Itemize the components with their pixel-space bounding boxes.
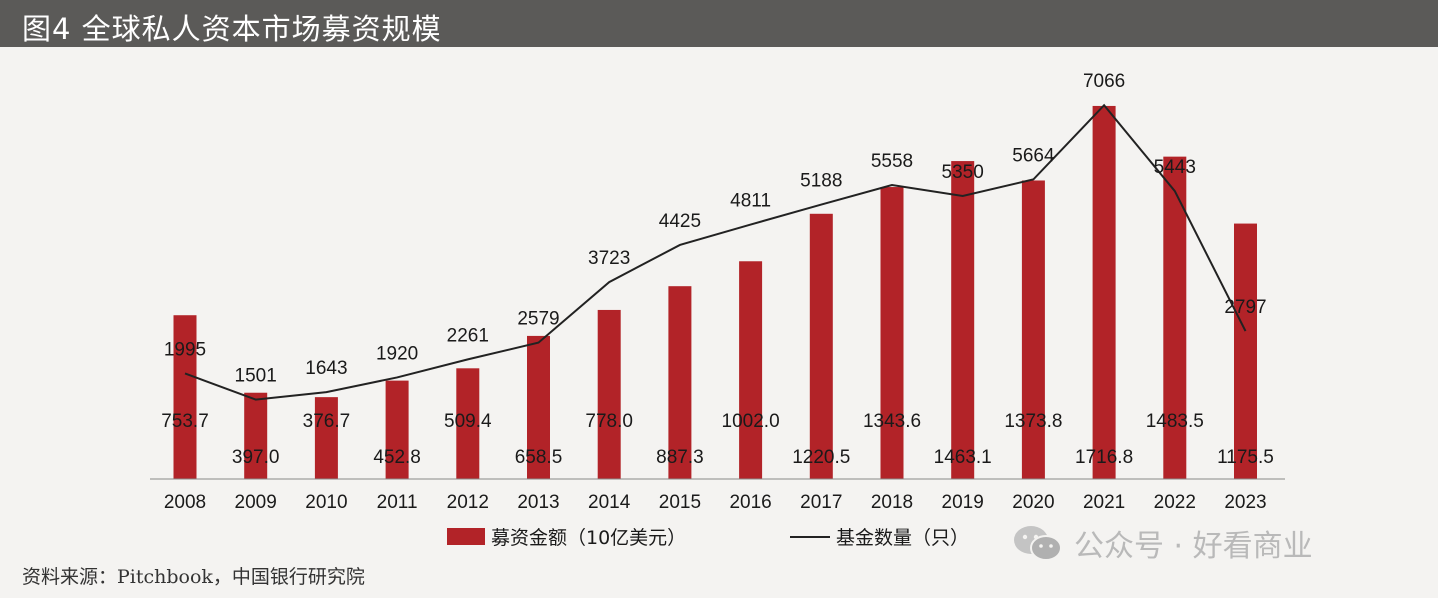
line-label-2013: 2579 xyxy=(517,309,559,330)
bar-label-2009: 397.0 xyxy=(232,447,280,468)
x-tick-2014: 2014 xyxy=(588,492,631,513)
legend-bar-label: 募资金额（10亿美元） xyxy=(491,527,686,549)
line-label-2021: 7066 xyxy=(1083,71,1125,92)
chart-title: 图4 全球私人资本市场募资规模 xyxy=(22,12,442,46)
wechat-icon xyxy=(1014,526,1062,561)
line-label-2015: 4425 xyxy=(659,211,701,232)
bar-label-2014: 778.0 xyxy=(585,411,633,432)
bar-label-2015: 887.3 xyxy=(656,447,704,468)
bar-2015 xyxy=(668,286,692,479)
x-tick-2016: 2016 xyxy=(729,492,771,513)
legend-bar-swatch xyxy=(447,528,485,545)
line-label-2017: 5188 xyxy=(800,171,842,192)
watermark-text: 公众号 · 好看商业 xyxy=(1074,529,1313,564)
x-tick-2008: 2008 xyxy=(164,492,206,513)
bar-2016 xyxy=(739,261,763,479)
bar-2013 xyxy=(527,335,550,479)
line-label-2016: 4811 xyxy=(730,191,771,212)
line-label-2023: 2797 xyxy=(1224,297,1266,318)
bar-2008 xyxy=(173,315,197,479)
line-label-2018: 5558 xyxy=(871,151,913,172)
bar-label-2018: 1343.6 xyxy=(863,411,921,432)
bar-2012 xyxy=(456,368,480,479)
chart: 1995 1501 1643 1920 2261 2579 3723 4425 4811 5188… xyxy=(150,71,1285,549)
line-label-2011: 1920 xyxy=(376,343,418,364)
bar-label-2011: 452.8 xyxy=(373,447,421,468)
bar-2020 xyxy=(1021,180,1045,479)
bar-2011 xyxy=(385,380,409,479)
line-label-2014: 3723 xyxy=(588,248,630,269)
x-tick-2013: 2013 xyxy=(517,492,559,513)
line-label-2019: 5350 xyxy=(942,162,984,183)
x-tick-2019: 2019 xyxy=(942,492,984,513)
x-tick-2009: 2009 xyxy=(235,492,277,513)
x-tick-2021: 2021 xyxy=(1083,492,1125,513)
bar-label-2019: 1463.1 xyxy=(934,447,992,468)
x-tick-2020: 2020 xyxy=(1012,492,1054,513)
bar-label-2008: 753.7 xyxy=(161,411,209,432)
x-tick-2012: 2012 xyxy=(447,492,489,513)
line-label-2022: 5443 xyxy=(1154,157,1196,178)
title-bar: 图4 全球私人资本市场募资规模 xyxy=(0,0,1438,47)
x-tick-2017: 2017 xyxy=(800,492,842,513)
bar-2022 xyxy=(1163,156,1187,479)
bar-2010 xyxy=(314,397,338,479)
x-tick-2010: 2010 xyxy=(305,492,347,513)
x-tick-2011: 2011 xyxy=(377,492,418,513)
bar-label-2021: 1716.8 xyxy=(1075,447,1133,468)
line-series xyxy=(184,103,1247,401)
x-tick-2018: 2018 xyxy=(871,492,913,513)
legend-line-label: 基金数量（只） xyxy=(836,527,969,549)
line-label-2008: 1995 xyxy=(164,339,206,360)
bar-label-2020: 1373.8 xyxy=(1004,411,1062,432)
watermark: 公众号 · 好看商业 xyxy=(1010,521,1313,565)
source-note: 资料来源：Pitchbook，中国银行研究院 xyxy=(22,566,365,588)
line-label-2010: 1643 xyxy=(305,358,347,379)
x-tick-2023: 2023 xyxy=(1224,492,1266,513)
bar-label-2022: 1483.5 xyxy=(1146,411,1204,432)
bar-2017 xyxy=(809,213,833,480)
bar-label-2012: 509.4 xyxy=(444,411,492,432)
x-tick-2015: 2015 xyxy=(659,492,701,513)
bar-2014 xyxy=(597,309,621,479)
bar-2019 xyxy=(951,161,975,479)
bar-label-2023: 1175.5 xyxy=(1217,447,1274,468)
bar-label-2013: 658.5 xyxy=(515,447,563,468)
line-label-2020: 5664 xyxy=(1012,145,1055,166)
bar-label-2016: 1002.0 xyxy=(722,411,780,432)
bar-label-2010: 376.7 xyxy=(303,411,351,432)
bar-2018 xyxy=(880,187,904,479)
line-label-2009: 1501 xyxy=(235,366,277,387)
line-label-2012: 2261 xyxy=(447,325,489,346)
bar-2021 xyxy=(1092,105,1116,479)
bar-label-2017: 1220.5 xyxy=(792,447,850,468)
x-tick-2022: 2022 xyxy=(1154,492,1196,513)
bar-2023 xyxy=(1234,223,1257,479)
bar-2009 xyxy=(244,392,268,479)
